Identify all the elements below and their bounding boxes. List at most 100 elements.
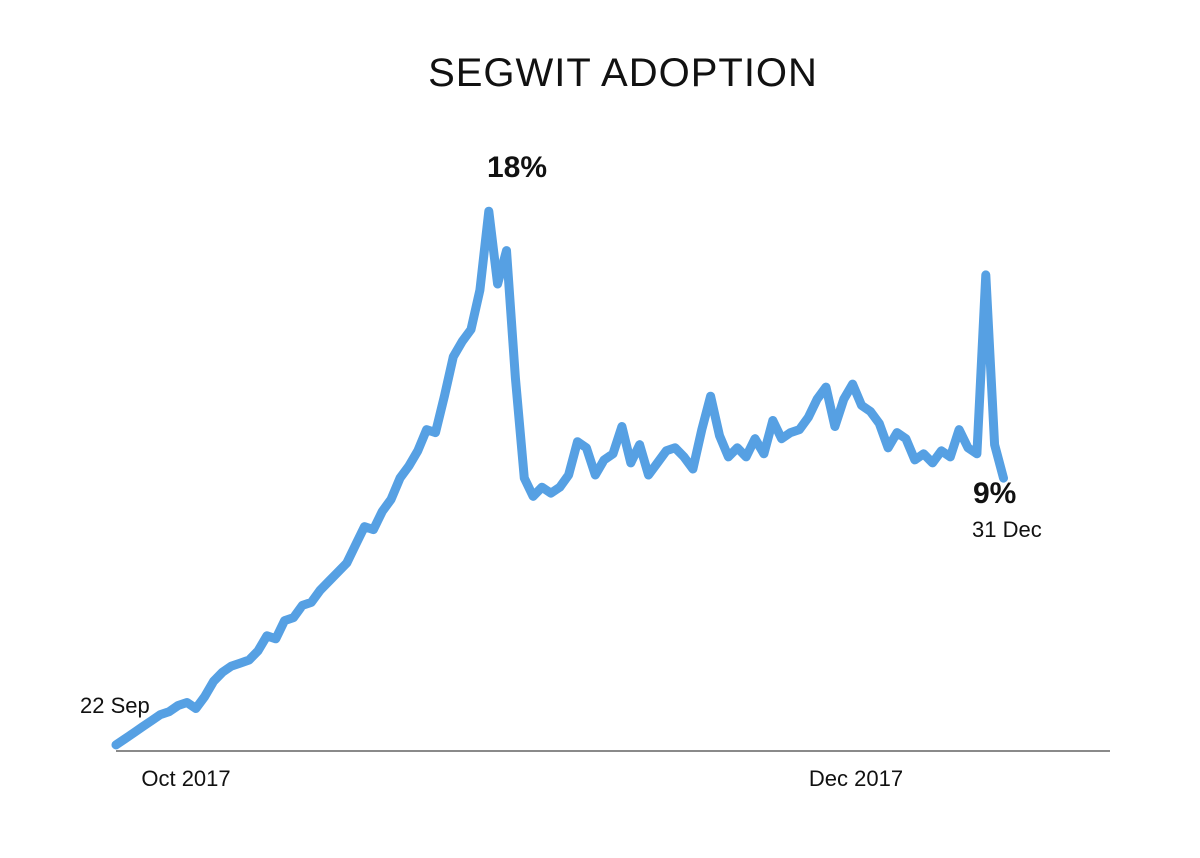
data-point [990,440,999,449]
data-point [733,443,742,452]
data-point [786,428,795,437]
data-point [360,522,369,531]
data-point [928,458,937,467]
data-point [325,577,333,586]
data-point [901,434,910,443]
data-point [156,710,165,719]
data-point [813,395,822,404]
data-point [822,383,830,392]
data-point [635,440,644,449]
data-point [724,452,733,461]
data-point [972,449,981,458]
series-line [111,206,1008,750]
data-point [680,452,688,461]
data-point [671,443,680,452]
start-date-label: 22 Sep [80,693,150,718]
data-point [777,434,786,443]
data-point [422,425,431,434]
data-point [183,698,191,707]
data-point [768,416,777,425]
data-point [662,446,671,455]
data-point [404,462,413,470]
data-point [227,662,236,671]
data-point [617,422,626,431]
data-point [857,401,866,410]
data-point [910,455,919,464]
data-point [609,449,617,458]
data-point [129,728,138,737]
end-date-label: 31 Dec [972,517,1042,542]
data-point [839,395,848,404]
data-point [688,465,697,473]
data-point [333,568,342,577]
data-point [342,559,351,567]
data-point [573,437,582,446]
data-point [555,483,564,492]
data-point [866,407,875,416]
data-point [280,616,289,625]
data-point [307,598,316,607]
data-point [218,668,227,677]
data-point [946,452,955,461]
data-point [804,413,813,422]
data-point [520,474,529,483]
data-point [795,425,804,434]
data-point [964,443,972,452]
data-point [830,422,839,431]
data-point [147,716,156,725]
data-point [742,452,751,461]
data-point [120,734,129,743]
data-point [511,374,520,382]
data-point [751,434,759,443]
data-point [174,701,183,710]
data-point [884,443,893,452]
data-point [475,286,484,295]
data-point [564,471,573,479]
chart-title: SEGWIT ADOPTION [428,51,818,95]
data-point [271,634,280,643]
data-point [919,449,928,458]
data-point [245,656,254,664]
data-point [165,707,174,716]
data-point [396,474,404,483]
data-point [440,392,449,401]
data-point [697,425,706,434]
data-point [413,446,422,455]
data-point [759,449,768,458]
data-point [236,659,245,668]
data-point [298,601,307,610]
data-point [209,677,218,686]
data-point [893,428,901,437]
data-point [546,489,555,498]
data-points [112,207,1008,749]
data-point [369,525,378,534]
data-point [626,458,635,467]
data-point [467,325,475,334]
data-point [458,337,467,346]
data-point [848,380,857,389]
data-point [484,207,493,216]
data-point [529,492,538,501]
data-point [431,428,440,437]
data-point [875,419,884,428]
data-point [653,458,662,467]
peak-value-label: 18% [487,151,547,184]
data-point [316,586,325,595]
data-point [200,692,209,701]
data-point [289,613,298,622]
data-point [582,443,591,452]
data-point [378,507,387,516]
data-point [502,246,511,255]
x-tick-label: Oct 2017 [141,766,230,791]
data-point [138,722,147,731]
data-point [191,704,200,713]
x-tick-label: Dec 2017 [809,766,903,791]
data-point [600,455,609,464]
data-point [493,280,502,288]
data-point [981,270,990,279]
data-point [591,471,600,479]
data-point [999,474,1008,483]
data-point [937,446,946,455]
end-value-label: 9% [973,477,1016,510]
